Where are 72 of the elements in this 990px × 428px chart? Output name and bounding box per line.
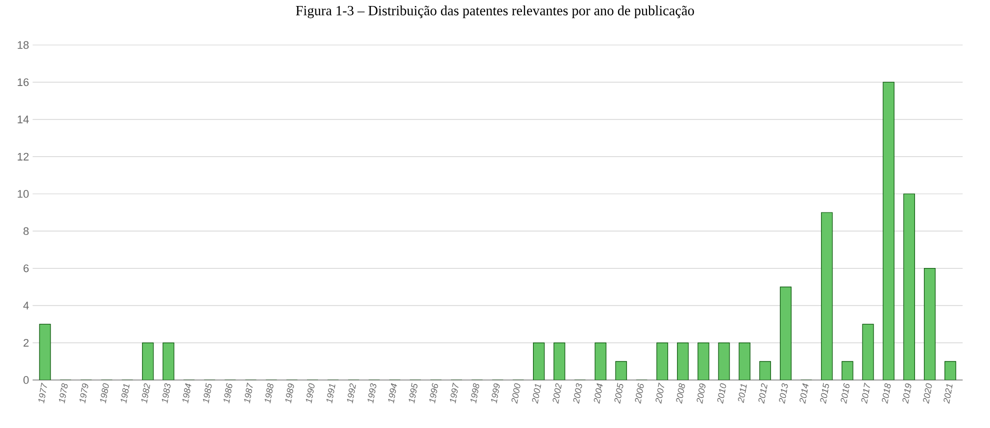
bar xyxy=(554,342,566,380)
chart-title: Figura 1-3 – Distribuição das patentes relevantes por ano de publicação xyxy=(296,6,694,18)
y-tick-label: 14 xyxy=(18,116,29,124)
x-tick-label: 1992 xyxy=(347,383,356,404)
y-tick-label: 0 xyxy=(23,376,29,384)
x-tick-label: 2005 xyxy=(614,382,624,404)
x-tick-label: 1997 xyxy=(450,382,458,404)
x-tick-label: 1996 xyxy=(429,383,438,404)
x-tick-label: 2020 xyxy=(923,383,932,404)
x-tick-label: 2015 xyxy=(820,382,829,404)
x-tick-label: 2010 xyxy=(717,383,726,404)
x-tick-label: 1988 xyxy=(264,383,274,404)
x-tick-label: 2006 xyxy=(634,383,644,404)
x-tick-label: 1999 xyxy=(491,383,500,404)
bar xyxy=(780,286,792,380)
bar xyxy=(882,82,894,380)
bar xyxy=(924,268,936,380)
x-tick-label: 2018 xyxy=(882,383,891,404)
bar xyxy=(615,361,627,380)
bar xyxy=(862,324,874,380)
x-tick-label: 1983 xyxy=(162,383,171,404)
bar xyxy=(677,342,689,380)
x-tick-label: 1982 xyxy=(141,383,150,404)
x-tick-label: 2011 xyxy=(738,384,747,404)
x-tick-label: 1979 xyxy=(80,383,88,404)
x-tick-label: 2008 xyxy=(676,383,685,404)
y-tick-label: 6 xyxy=(24,264,29,272)
y-tick-label: 4 xyxy=(23,302,29,310)
x-tick-label: 1986 xyxy=(224,383,232,404)
x-tick-label: 1978 xyxy=(59,383,68,404)
x-tick-label: 1981 xyxy=(120,384,130,404)
x-tick-label: 1984 xyxy=(182,383,192,404)
x-tick-label: 2019 xyxy=(902,383,912,404)
y-tick-label: 8 xyxy=(24,227,29,235)
x-tick-label: 1994 xyxy=(388,383,397,404)
x-tick-label: 2002 xyxy=(552,383,562,404)
y-tick-label: 10 xyxy=(18,190,29,198)
bar xyxy=(698,342,710,380)
x-tick-label: 2013 xyxy=(779,383,788,404)
x-tick-label: 2004 xyxy=(594,383,603,404)
y-tick-label: 2 xyxy=(24,338,29,347)
x-tick-label: 2012 xyxy=(758,383,768,404)
bar xyxy=(821,212,833,380)
x-tick-label: 1987 xyxy=(244,382,253,404)
x-tick-label: 1991 xyxy=(326,384,336,404)
bar xyxy=(656,342,668,380)
x-tick-label: 2007 xyxy=(656,382,664,404)
y-tick-label: 12 xyxy=(18,152,29,160)
x-tick-label: 1998 xyxy=(470,383,480,404)
x-tick-label: 1980 xyxy=(100,383,109,404)
x-tick-label: 2021 xyxy=(944,384,953,404)
x-tick-label: 2001 xyxy=(532,384,542,404)
y-tick-label: 18 xyxy=(18,41,29,49)
x-tick-label: 1995 xyxy=(408,382,418,404)
bar xyxy=(142,342,154,380)
bar xyxy=(759,361,771,380)
x-tick-label: 2016 xyxy=(840,383,850,404)
x-tick-label: 1977 xyxy=(38,382,47,404)
x-tick-label: 1990 xyxy=(306,383,315,404)
bar xyxy=(903,194,915,380)
x-tick-label: 2014 xyxy=(800,383,808,404)
y-tick-label: 16 xyxy=(18,78,29,86)
x-tick-label: 2009 xyxy=(696,383,706,404)
x-tick-label: 1989 xyxy=(285,383,294,404)
bar xyxy=(533,342,545,380)
bar xyxy=(944,361,956,380)
x-tick-label: 2017 xyxy=(861,382,870,404)
x-tick-label: 2000 xyxy=(512,383,520,404)
bar xyxy=(39,324,51,380)
x-tick-label: 1993 xyxy=(368,383,376,404)
x-tick-label: 1985 xyxy=(203,382,212,404)
x-tick-label: 2003 xyxy=(573,383,582,404)
